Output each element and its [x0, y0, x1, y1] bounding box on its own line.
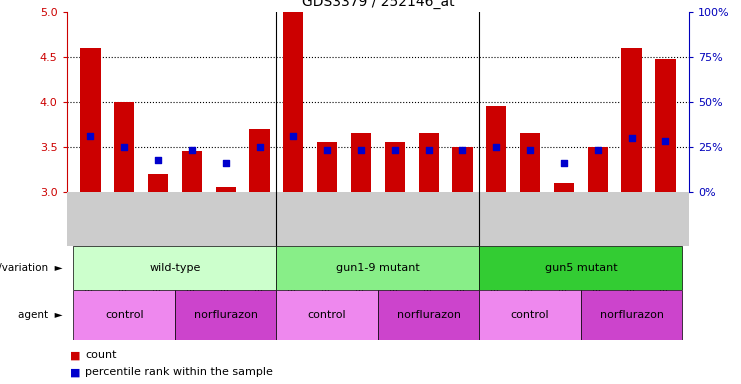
Bar [486, 106, 506, 192]
Title: GDS3379 / 252146_at: GDS3379 / 252146_at [302, 0, 454, 9]
Point [84, 133, 96, 139]
Point [322, 147, 333, 153]
Bar [350, 133, 371, 192]
Point [524, 147, 536, 153]
Text: gun5 mutant: gun5 mutant [545, 263, 617, 273]
Point [186, 147, 198, 153]
Point [389, 147, 401, 153]
Bar [317, 142, 337, 192]
Bar [175, 290, 276, 340]
Bar [283, 12, 304, 192]
Bar [588, 147, 608, 192]
Point [625, 135, 637, 141]
Bar [479, 290, 581, 340]
Bar [581, 290, 682, 340]
Text: wild-type: wild-type [149, 263, 201, 273]
Bar [622, 48, 642, 192]
Point [422, 147, 434, 153]
Bar [182, 151, 202, 192]
Bar [655, 60, 676, 192]
Bar [479, 246, 682, 290]
Point [456, 147, 468, 153]
Text: ■: ■ [70, 350, 81, 360]
Text: agent  ►: agent ► [19, 310, 63, 320]
Bar [250, 129, 270, 192]
Bar [73, 290, 175, 340]
Text: percentile rank within the sample: percentile rank within the sample [85, 367, 273, 377]
Point [558, 160, 570, 166]
Text: control: control [308, 310, 347, 320]
Bar [276, 290, 378, 340]
Bar [520, 133, 540, 192]
Bar [148, 174, 168, 192]
Bar [554, 183, 574, 192]
Bar [452, 147, 473, 192]
Point [659, 137, 671, 144]
Bar [80, 48, 101, 192]
Point [119, 144, 130, 150]
Bar [385, 142, 405, 192]
Bar [73, 246, 276, 290]
Point [355, 147, 367, 153]
Point [152, 157, 164, 164]
Point [220, 160, 232, 166]
Text: count: count [85, 350, 117, 360]
Text: norflurazon: norflurazon [599, 310, 664, 320]
Point [592, 147, 604, 153]
Text: control: control [105, 310, 144, 320]
Point [253, 144, 265, 150]
Text: ■: ■ [70, 367, 81, 377]
Bar [216, 187, 236, 192]
Bar [378, 290, 479, 340]
Point [288, 133, 299, 139]
Bar [114, 102, 134, 192]
Bar [276, 246, 479, 290]
Text: norflurazon: norflurazon [193, 310, 258, 320]
Text: norflurazon: norflurazon [396, 310, 461, 320]
Text: genotype/variation  ►: genotype/variation ► [0, 263, 63, 273]
Text: gun1-9 mutant: gun1-9 mutant [336, 263, 420, 273]
Point [491, 144, 502, 150]
Text: control: control [511, 310, 549, 320]
Bar [419, 133, 439, 192]
